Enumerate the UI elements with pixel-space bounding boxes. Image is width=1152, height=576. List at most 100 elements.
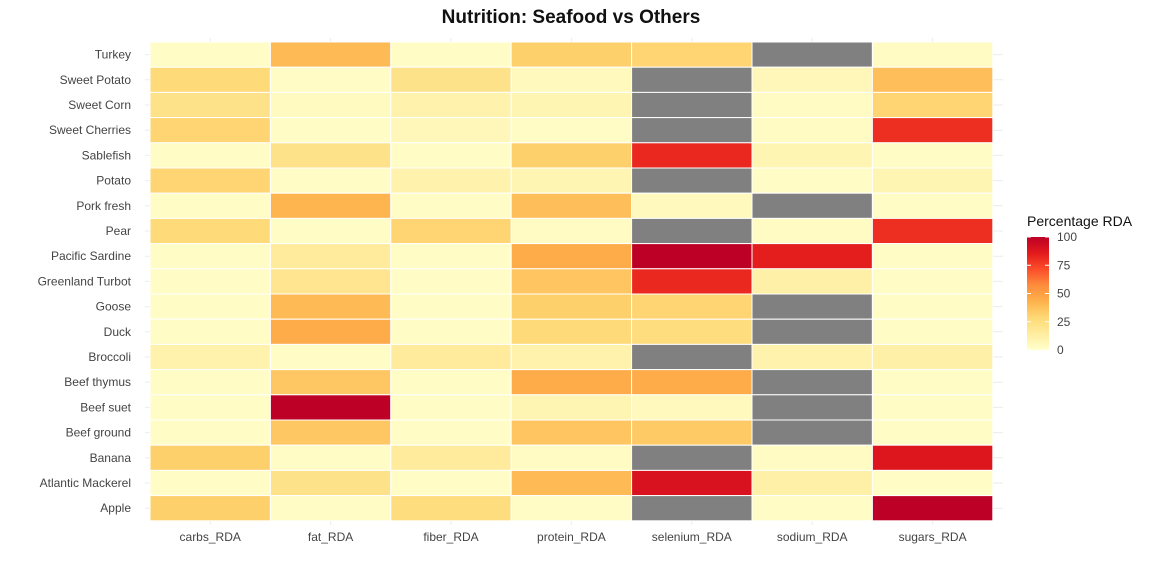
- heatmap-cell: [269, 243, 392, 270]
- heatmap-cell: [631, 444, 753, 471]
- heatmap-cell: [390, 66, 512, 93]
- heatmap-cell: [149, 91, 271, 119]
- legend: Percentage RDA 0 25 50 75 100: [1027, 213, 1133, 357]
- heatmap-cell: [871, 495, 994, 522]
- heatmap-cell: [871, 117, 994, 144]
- heatmap-cell: [510, 192, 633, 219]
- heatmap-cell: [149, 343, 271, 371]
- heatmap-cell: [269, 192, 392, 219]
- heatmap-cell: [149, 293, 271, 320]
- heatmap-cell: [631, 318, 753, 345]
- heatmap-cell: [871, 243, 994, 270]
- heatmap-cell: [269, 394, 392, 421]
- heatmap-cell: [751, 66, 873, 93]
- heatmap-cell: [269, 217, 392, 245]
- heatmap-cell: [149, 142, 271, 169]
- heatmap-cell: [269, 117, 392, 144]
- y-tick-label: Sweet Potato: [60, 73, 132, 87]
- heatmap-cell: [269, 167, 392, 194]
- heatmap-cell: [631, 419, 753, 446]
- heatmap-cell: [390, 217, 512, 245]
- heatmap-cell: [390, 343, 512, 371]
- heatmap-cell: [510, 41, 633, 68]
- heatmap-cell: [871, 142, 994, 169]
- y-tick-label: Broccoli: [88, 350, 131, 364]
- heatmap-cell: [751, 167, 873, 194]
- y-tick-label: Goose: [96, 300, 132, 314]
- heatmap-cell: [269, 495, 392, 522]
- x-tick-label: protein_RDA: [537, 530, 606, 544]
- heatmap-cell: [510, 217, 633, 245]
- heatmap-cell: [631, 293, 753, 320]
- legend-title: Percentage RDA: [1027, 213, 1133, 229]
- heatmap-cell: [269, 91, 392, 119]
- heatmap-cell: [631, 369, 753, 396]
- heatmap-cell: [871, 91, 994, 119]
- heatmap-cell: [871, 268, 994, 295]
- heatmap-cell: [149, 117, 271, 144]
- heatmap-cell: [631, 142, 753, 169]
- x-tick-label: carbs_RDA: [180, 530, 241, 544]
- heatmap-cell: [631, 469, 753, 497]
- heatmap-cell: [751, 217, 873, 245]
- heatmap-cell: [871, 419, 994, 446]
- heatmap-cell: [390, 192, 512, 219]
- x-tick-label: sodium_RDA: [777, 530, 848, 544]
- heatmap-cell: [269, 318, 392, 345]
- heatmap-cell: [390, 243, 512, 270]
- heatmap-cell: [751, 117, 873, 144]
- heatmap-cell: [871, 167, 994, 194]
- heatmap-cell: [269, 469, 392, 497]
- heatmap-cell: [269, 142, 392, 169]
- heatmap-cell: [510, 469, 633, 497]
- heatmap-cell: [149, 419, 271, 446]
- x-tick-label: sugars_RDA: [899, 530, 967, 544]
- heatmap-cell: [751, 268, 873, 295]
- heatmap-cell: [269, 343, 392, 371]
- x-tick-label: selenium_RDA: [652, 530, 732, 544]
- heatmap-cell: [149, 369, 271, 396]
- heatmap-cell: [751, 444, 873, 471]
- heatmap-cell: [751, 318, 873, 345]
- heatmap-cell: [751, 495, 873, 522]
- legend-tick-label: 100: [1057, 230, 1077, 244]
- heatmap-cell: [751, 343, 873, 371]
- heatmap-cell: [631, 343, 753, 371]
- heatmap-cell: [751, 293, 873, 320]
- y-tick-label: Turkey: [95, 48, 131, 62]
- heatmap-cell: [510, 293, 633, 320]
- legend-tick-label: 50: [1057, 287, 1071, 301]
- heatmap-cell: [631, 217, 753, 245]
- heatmap-cell: [149, 444, 271, 471]
- y-tick-label: Atlantic Mackerel: [40, 476, 131, 490]
- heatmap-cell: [149, 192, 271, 219]
- heatmap-cell: [510, 394, 633, 421]
- heatmap-cell: [390, 318, 512, 345]
- heatmap-cell: [631, 117, 753, 144]
- y-tick-labels: Turkey Sweet Potato Sweet Corn Sweet Cherri…: [38, 48, 132, 516]
- heatmap-cell: [631, 268, 753, 295]
- y-tick-label: Greenland Turbot: [38, 274, 132, 288]
- heatmap-cell: [510, 444, 633, 471]
- legend-tick-label: 0: [1057, 343, 1064, 357]
- heatmap-cell: [751, 243, 873, 270]
- y-tick-label: Pacific Sardine: [51, 249, 131, 263]
- heatmap-cell: [149, 318, 271, 345]
- heatmap-cell: [149, 394, 271, 421]
- heatmap-cell: [631, 66, 753, 93]
- x-tick-labels: carbs_RDA fat_RDA fiber_RDA protein_RDA sele…: [180, 530, 967, 544]
- heatmap-cell: [149, 66, 271, 93]
- heatmap-cell: [149, 469, 271, 497]
- legend-tick-label: 75: [1057, 258, 1071, 272]
- heatmap-cell: [631, 394, 753, 421]
- heatmap-cell: [631, 243, 753, 270]
- y-tick-label: Beef thymus: [64, 375, 131, 389]
- heatmap-cell: [751, 369, 873, 396]
- heatmap-cell: [871, 469, 994, 497]
- heatmap-cell: [149, 167, 271, 194]
- y-tick-label: Pear: [106, 224, 131, 238]
- heatmap-cell: [390, 117, 512, 144]
- heatmap-cell: [871, 66, 994, 93]
- heatmap-cell: [269, 66, 392, 93]
- y-tick-label: Beef ground: [66, 426, 131, 440]
